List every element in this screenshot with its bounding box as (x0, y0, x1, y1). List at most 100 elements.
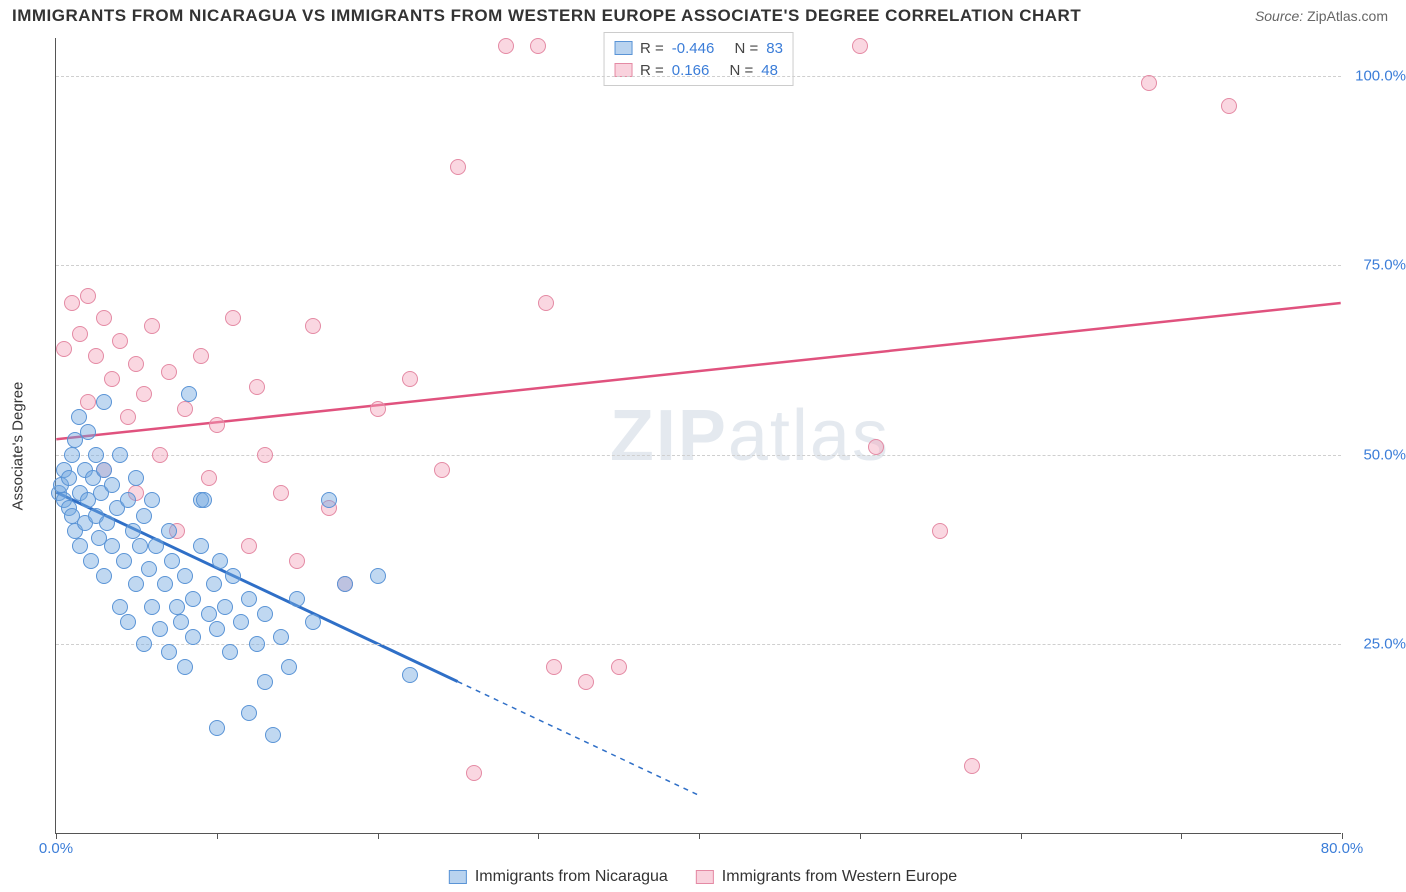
scatter-point-blue (128, 470, 144, 486)
trend-line-blue-solid (56, 492, 457, 681)
chart-container: IMMIGRANTS FROM NICARAGUA VS IMMIGRANTS … (0, 0, 1406, 892)
scatter-point-blue (141, 561, 157, 577)
x-tick-label: 0.0% (39, 840, 73, 857)
scatter-point-blue (112, 599, 128, 615)
scatter-point-pink (498, 38, 514, 54)
scatter-point-pink (578, 674, 594, 690)
scatter-point-blue (321, 492, 337, 508)
x-tick-mark (56, 833, 57, 839)
x-tick-mark (1342, 833, 1343, 839)
scatter-point-pink (305, 318, 321, 334)
legend-series: Immigrants from Nicaragua Immigrants fro… (449, 868, 957, 886)
scatter-point-blue (206, 576, 222, 592)
scatter-point-blue (402, 667, 418, 683)
scatter-point-pink (72, 326, 88, 342)
scatter-point-blue (161, 644, 177, 660)
r-label: R = (640, 40, 664, 57)
scatter-point-blue (116, 553, 132, 569)
scatter-point-blue (88, 447, 104, 463)
scatter-point-pink (177, 401, 193, 417)
scatter-point-blue (233, 614, 249, 630)
scatter-point-pink (611, 659, 627, 675)
scatter-point-blue (128, 576, 144, 592)
scatter-point-pink (530, 38, 546, 54)
scatter-point-blue (136, 636, 152, 652)
scatter-point-pink (161, 364, 177, 380)
legend-row-pink: R = 0.166 N = 48 (614, 59, 783, 81)
scatter-point-blue (132, 538, 148, 554)
scatter-point-pink (80, 288, 96, 304)
scatter-point-pink (249, 379, 265, 395)
scatter-point-blue (96, 462, 112, 478)
scatter-point-pink (1221, 98, 1237, 114)
y-tick-label: 50.0% (1363, 446, 1406, 463)
legend-label-blue: Immigrants from Nicaragua (475, 868, 668, 886)
watermark-bold: ZIP (610, 396, 728, 476)
swatch-blue-icon (614, 41, 632, 55)
n-label: N = (735, 40, 759, 57)
scatter-point-blue (96, 568, 112, 584)
scatter-point-pink (104, 371, 120, 387)
legend-row-blue: R = -0.446 N = 83 (614, 37, 783, 59)
scatter-point-pink (136, 386, 152, 402)
scatter-point-blue (181, 386, 197, 402)
scatter-point-blue (281, 659, 297, 675)
x-tick-mark (860, 833, 861, 839)
scatter-point-blue (152, 621, 168, 637)
swatch-blue-icon (449, 870, 467, 884)
scatter-point-pink (1141, 75, 1157, 91)
scatter-point-blue (96, 394, 112, 410)
plot-area: ZIPatlas R = -0.446 N = 83 R = 0.166 N =… (55, 38, 1341, 834)
gridline (56, 265, 1341, 266)
scatter-point-pink (466, 765, 482, 781)
scatter-point-pink (193, 348, 209, 364)
legend-correlation: R = -0.446 N = 83 R = 0.166 N = 48 (603, 32, 794, 86)
scatter-point-pink (88, 348, 104, 364)
scatter-point-pink (120, 409, 136, 425)
swatch-pink-icon (696, 870, 714, 884)
scatter-point-blue (71, 409, 87, 425)
scatter-point-pink (546, 659, 562, 675)
scatter-point-blue (80, 424, 96, 440)
y-tick-label: 100.0% (1355, 67, 1406, 84)
x-tick-mark (1181, 833, 1182, 839)
scatter-point-blue (144, 492, 160, 508)
scatter-point-blue (222, 644, 238, 660)
trend-line-blue-dashed (458, 682, 699, 796)
scatter-point-pink (128, 356, 144, 372)
x-tick-mark (1021, 833, 1022, 839)
scatter-point-blue (177, 568, 193, 584)
x-tick-mark (217, 833, 218, 839)
scatter-point-blue (249, 636, 265, 652)
scatter-point-blue (64, 447, 80, 463)
scatter-point-blue (337, 576, 353, 592)
scatter-point-pink (538, 295, 554, 311)
y-tick-label: 75.0% (1363, 257, 1406, 274)
x-tick-mark (378, 833, 379, 839)
scatter-point-pink (434, 462, 450, 478)
scatter-point-blue (112, 447, 128, 463)
n-value-blue: 83 (766, 40, 783, 57)
scatter-point-blue (177, 659, 193, 675)
scatter-point-blue (173, 614, 189, 630)
scatter-point-blue (273, 629, 289, 645)
scatter-point-blue (241, 705, 257, 721)
scatter-point-pink (144, 318, 160, 334)
scatter-point-blue (289, 591, 305, 607)
scatter-point-pink (370, 401, 386, 417)
scatter-point-pink (225, 310, 241, 326)
scatter-point-pink (112, 333, 128, 349)
scatter-point-pink (852, 38, 868, 54)
scatter-point-pink (241, 538, 257, 554)
x-tick-mark (699, 833, 700, 839)
scatter-point-blue (164, 553, 180, 569)
gridline (56, 455, 1341, 456)
scatter-point-blue (305, 614, 321, 630)
scatter-point-blue (83, 553, 99, 569)
source-value: ZipAtlas.com (1307, 8, 1388, 24)
source-label: Source: (1255, 8, 1303, 24)
scatter-point-blue (217, 599, 233, 615)
source-attribution: Source: ZipAtlas.com (1255, 8, 1388, 24)
r-value-blue: -0.446 (672, 40, 715, 57)
scatter-point-blue (120, 614, 136, 630)
